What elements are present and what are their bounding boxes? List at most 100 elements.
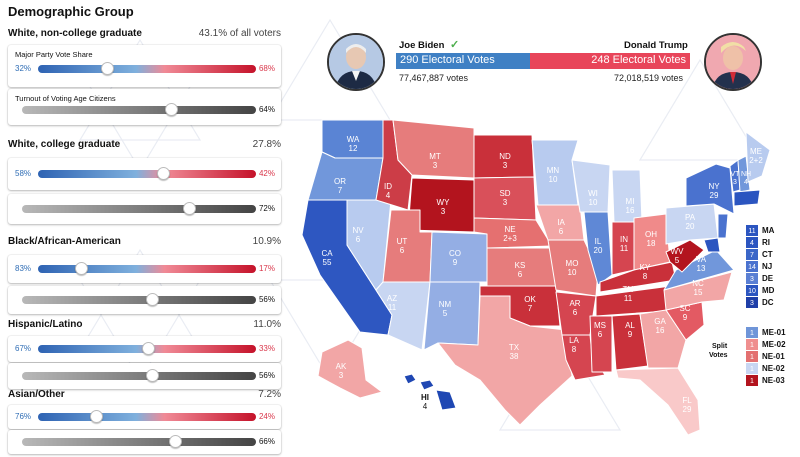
legend-ct[interactable]: 7 CT: [746, 249, 773, 260]
vote-share-slider[interactable]: [38, 167, 256, 180]
state-label-pa: PA 20: [685, 213, 696, 231]
biden-portrait: [327, 33, 385, 91]
state-ms[interactable]: [589, 315, 613, 373]
svg-text:1: 1: [750, 330, 754, 337]
state-hi[interactable]: [419, 379, 435, 391]
rep-ev-label: 248 Electoral Votes: [591, 54, 686, 66]
state-nj[interactable]: [717, 213, 729, 239]
turnout-slider[interactable]: [22, 435, 256, 448]
slider-thumb[interactable]: [183, 202, 197, 215]
turnout-card: Turnout of Voting Age Citizens 64%: [8, 89, 281, 125]
rep-name: Donald Trump: [624, 40, 688, 51]
vote-share-slider[interactable]: [38, 410, 256, 423]
legend-ne-03[interactable]: 1 NE-03: [746, 375, 785, 386]
legend-me-01[interactable]: 1 ME-01: [746, 327, 786, 338]
turnout-slider[interactable]: [22, 103, 256, 116]
state-label-in: IN 11: [620, 235, 629, 253]
state-label-nv: NV 6: [352, 226, 364, 244]
state-nm[interactable]: [423, 281, 481, 351]
state-me[interactable]: [745, 131, 771, 183]
state-ma[interactable]: [733, 189, 761, 207]
slider-thumb[interactable]: [169, 435, 183, 448]
state-label-vt: VT 3: [731, 171, 741, 186]
state-label-ok: OK 7: [524, 295, 536, 313]
group-share: 11.0%: [253, 319, 281, 330]
vote-share-slider[interactable]: [38, 262, 256, 275]
slider-thumb[interactable]: [146, 369, 160, 382]
state-ny[interactable]: [685, 163, 735, 215]
legend-de[interactable]: 3 DE: [746, 273, 774, 284]
state-label-ky: KY 8: [640, 263, 651, 281]
state-ky[interactable]: [599, 261, 677, 293]
state-label-az: AZ 11: [387, 294, 397, 312]
state-label-nd: ND 3: [499, 152, 511, 170]
svg-text:4: 4: [750, 240, 754, 247]
state-label-ak: AK 3: [336, 362, 347, 380]
state-tx[interactable]: [437, 295, 573, 426]
state-az[interactable]: [375, 281, 431, 351]
state-hi[interactable]: [403, 373, 417, 385]
state-mt[interactable]: [392, 119, 475, 179]
dem-ev-label: 290 Electoral Votes: [400, 54, 495, 66]
slider-thumb[interactable]: [74, 262, 88, 275]
vote-share-slider[interactable]: [38, 342, 256, 355]
group-share: 10.9%: [252, 236, 281, 247]
state-fl[interactable]: [615, 367, 701, 436]
slider-thumb[interactable]: [164, 103, 178, 116]
legend-ri[interactable]: 4 RI: [746, 237, 770, 248]
group-name: Asian/Other: [8, 389, 65, 400]
state-label-ga: GA 16: [654, 317, 666, 335]
svg-text:1: 1: [750, 354, 754, 361]
turnout-value: 64%: [258, 105, 275, 114]
state-label-mi: MI 16: [626, 197, 635, 215]
state-label-hi: HI 4: [421, 393, 429, 411]
dem-share-value: 67%: [15, 344, 32, 353]
slider-thumb[interactable]: [146, 293, 160, 306]
legend-ma[interactable]: 11 MA: [746, 225, 775, 236]
state-label-mn: MN 10: [547, 166, 560, 184]
legend-nj[interactable]: 14 NJ: [746, 261, 772, 272]
vote-share-card: 58% 42%: [8, 158, 281, 190]
vote-share-slider[interactable]: [38, 62, 256, 75]
rep-share-value: 33%: [258, 344, 275, 353]
state-label-nc: NC 15: [692, 279, 704, 297]
svg-text:MA: MA: [762, 226, 775, 235]
slider-thumb[interactable]: [142, 342, 156, 355]
slider-thumb[interactable]: [89, 410, 103, 423]
legend-dc[interactable]: 3 DC: [746, 297, 774, 308]
state-label-id: ID 4: [384, 182, 392, 200]
split-votes-legend: Split Votes 1 ME-01 1 ME-02 1 NE-01 1 NE-02 1…: [709, 327, 786, 386]
state-ak[interactable]: [317, 339, 383, 399]
dem-popular-votes: 77,467,887 votes: [399, 73, 469, 83]
state-label-ia: IA 6: [557, 218, 565, 236]
legend-me-02[interactable]: 1 ME-02: [746, 339, 786, 350]
turnout-card: 72%: [8, 194, 281, 224]
state-va[interactable]: [663, 249, 735, 291]
turnout-card: 56%: [8, 286, 281, 314]
slider-thumb[interactable]: [157, 167, 171, 180]
legend-md[interactable]: 10 MD: [746, 285, 775, 296]
turnout-slider[interactable]: [22, 369, 256, 382]
split-votes-label: Split Votes: [709, 343, 728, 359]
state-or[interactable]: [307, 151, 384, 201]
state-ga[interactable]: [639, 309, 687, 369]
group-share: 7.2%: [258, 389, 281, 400]
state-wv[interactable]: [665, 239, 705, 273]
legend-ne-01[interactable]: 1 NE-01: [746, 351, 785, 362]
rep-ev-bar: 248 Electoral Votes: [530, 53, 690, 69]
state-label-or: OR 7: [334, 177, 346, 195]
state-label-va: VA 13: [696, 255, 707, 273]
group-name: Hispanic/Latino: [8, 319, 83, 330]
state-hi[interactable]: [435, 389, 457, 411]
slider-thumb[interactable]: [100, 62, 114, 75]
dem-ev-bar: 290 Electoral Votes: [396, 53, 530, 69]
svg-text:11: 11: [748, 228, 755, 235]
state-label-wv: WV 5: [671, 247, 685, 265]
legend-ne-02[interactable]: 1 NE-02: [746, 363, 785, 374]
turnout-slider[interactable]: [22, 293, 256, 306]
group-head-white-college: White, college graduate 27.8%: [8, 139, 281, 153]
turnout-slider[interactable]: [22, 202, 256, 215]
state-nc[interactable]: [663, 271, 733, 311]
state-md[interactable]: [703, 237, 721, 253]
